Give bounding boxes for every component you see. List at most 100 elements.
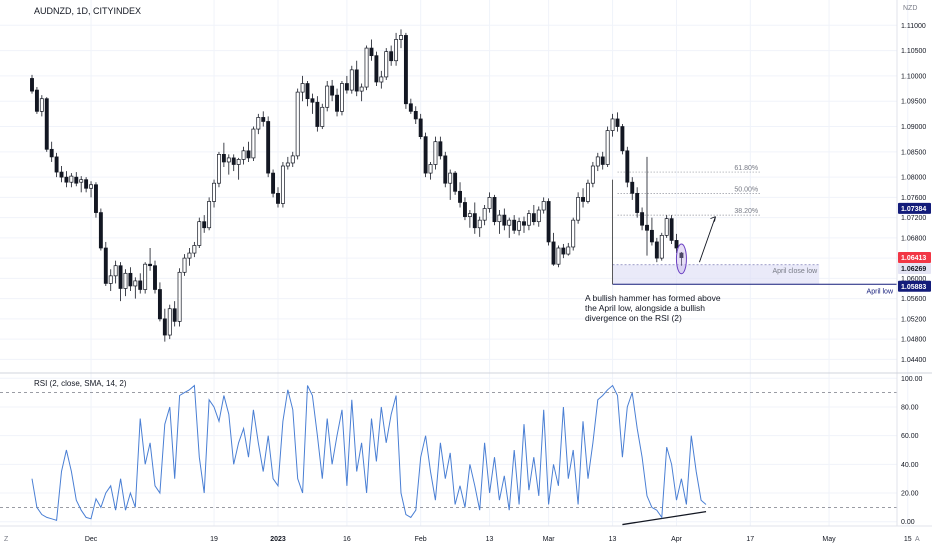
price-tick-label: 1.09000 — [901, 124, 926, 131]
candle-bearish — [640, 212, 645, 226]
candle-bearish — [94, 184, 98, 213]
candlestick-series — [30, 29, 684, 342]
candle-bearish — [423, 136, 428, 174]
candle-bearish — [408, 103, 413, 112]
candle-bullish — [448, 172, 453, 184]
candle-bearish — [30, 78, 34, 92]
candle-bullish — [69, 175, 74, 183]
candle-bearish — [403, 35, 408, 105]
candle-bullish — [364, 47, 369, 88]
candle-bullish — [595, 156, 600, 167]
candle-bearish — [84, 179, 89, 189]
rsi-line — [31, 384, 707, 521]
candle-bearish — [531, 213, 536, 223]
candle-bearish — [153, 265, 157, 290]
price-tick-label: 1.06000 — [901, 276, 926, 283]
candle-bullish — [187, 252, 192, 259]
projection-arrow-shaft — [699, 216, 716, 263]
candle-bearish — [98, 212, 103, 249]
candle-bullish — [280, 165, 285, 204]
candle-bearish — [645, 224, 649, 231]
candle-bearish — [492, 197, 497, 223]
rsi-indicator-title[interactable]: RSI (2, close, SMA, 14, 2) — [34, 379, 127, 388]
symbol-title: AUDNZD, 1D, CITYINDEX — [34, 6, 142, 16]
hammer-highlight-ellipse — [675, 243, 687, 275]
candle-bullish — [379, 76, 384, 83]
candle-bearish — [635, 192, 640, 213]
candle-bullish — [143, 263, 148, 290]
candle-bullish — [590, 165, 595, 184]
time-tick-label: 13 — [486, 536, 494, 543]
price-tag-box — [898, 280, 931, 292]
price-tag-box — [898, 202, 931, 214]
candle-bearish — [472, 213, 477, 229]
candle-bullish — [349, 69, 354, 91]
candle-bullish — [123, 272, 128, 289]
candle-bullish — [325, 85, 330, 108]
price-tick-label: 1.11000 — [901, 23, 926, 30]
candle-bullish — [384, 51, 389, 78]
candle-bullish — [241, 150, 246, 160]
candle-bearish — [443, 155, 448, 184]
candle-bearish — [374, 55, 379, 83]
candle-bullish — [182, 257, 187, 273]
candle-bearish — [453, 172, 458, 192]
candle-bullish — [659, 234, 664, 259]
candle-bearish — [315, 101, 320, 127]
candle-bullish — [497, 214, 502, 223]
rsi-tick-label: 100.00 — [901, 376, 923, 383]
candle-bearish — [389, 51, 394, 62]
candle-bullish — [507, 219, 512, 226]
candle-bearish — [261, 117, 266, 122]
price-tag-text: 1.06269 — [901, 266, 926, 273]
candle-bearish — [413, 110, 418, 120]
candle-bearish — [103, 247, 108, 284]
candle-bearish — [44, 98, 49, 150]
price-tick-label: 1.10000 — [901, 73, 926, 80]
candle-bearish — [157, 289, 162, 320]
currency-label: NZD — [903, 5, 917, 12]
candle-bearish — [354, 69, 359, 92]
candle-bearish — [625, 150, 630, 183]
candle-bullish — [256, 117, 261, 130]
candle-bullish — [320, 106, 325, 127]
candle-bullish — [295, 91, 300, 157]
candle-bearish — [463, 202, 467, 217]
price-tick-label: 1.05600 — [901, 296, 926, 303]
time-tick-label: 16 — [343, 536, 351, 543]
candle-bearish — [438, 141, 443, 157]
candle-bearish — [54, 156, 59, 173]
candle-bullish — [605, 130, 610, 165]
candle-bullish — [212, 182, 216, 202]
candle-bullish — [285, 162, 290, 167]
candle-bullish — [290, 155, 295, 164]
price-tag-text: 1.06413 — [901, 255, 926, 262]
candle-bearish — [581, 197, 585, 202]
candle-bearish — [128, 272, 133, 287]
annotation-note: A bullish hammer has formed above the Ap… — [585, 293, 721, 323]
candle-bearish — [34, 89, 39, 112]
candle-bearish — [561, 247, 566, 255]
fib-level-label: 38.20% — [734, 208, 758, 215]
candle-bullish — [108, 275, 113, 284]
price-tick-label: 1.06800 — [901, 235, 926, 242]
candle-bearish — [546, 201, 551, 243]
price-tick-label: 1.07600 — [901, 195, 926, 202]
candle-bearish — [172, 308, 177, 322]
rsi-tick-label: 0.00 — [901, 519, 915, 526]
candle-bearish — [369, 47, 374, 57]
candle-bullish — [167, 308, 172, 336]
candle-bullish — [576, 197, 581, 221]
gridlines — [0, 0, 909, 526]
candle-bearish — [202, 221, 207, 229]
time-tick-label: 19 — [210, 536, 218, 543]
rsi-tick-label: 40.00 — [901, 462, 919, 469]
candle-bearish — [654, 241, 659, 259]
price-tick-label: 1.09500 — [901, 99, 926, 106]
candle-bullish — [39, 98, 44, 112]
candle-bearish — [649, 229, 654, 243]
candle-bullish — [664, 218, 669, 236]
candle-bearish — [305, 83, 310, 100]
corner-left-label: Z — [4, 536, 9, 543]
